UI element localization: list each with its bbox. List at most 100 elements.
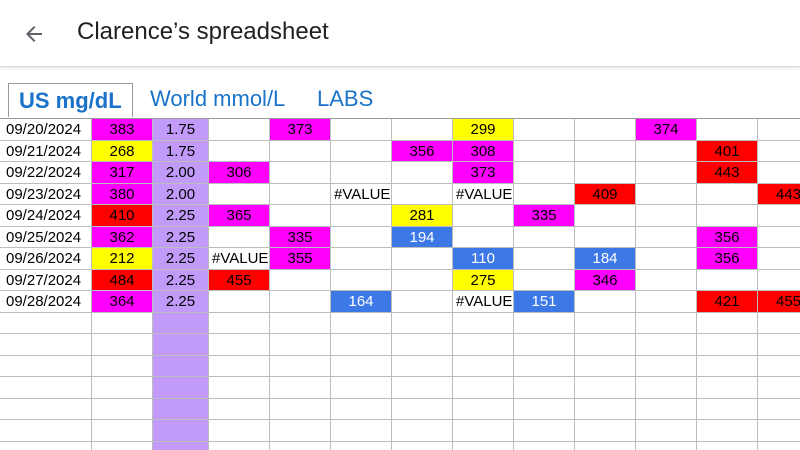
value-cell[interactable]: 421: [697, 291, 758, 313]
value-cell[interactable]: [636, 184, 697, 206]
value-cell[interactable]: [575, 205, 636, 227]
value-cell[interactable]: [331, 141, 392, 163]
value-cell[interactable]: [514, 248, 575, 270]
empty-cell[interactable]: [575, 334, 636, 356]
date-cell[interactable]: 09/20/2024: [0, 119, 92, 141]
value-cell[interactable]: 212: [92, 248, 153, 270]
empty-cell[interactable]: [92, 420, 153, 442]
empty-cell[interactable]: [453, 420, 514, 442]
value-cell[interactable]: [758, 162, 800, 184]
value-cell[interactable]: 364: [92, 291, 153, 313]
empty-cell[interactable]: [575, 313, 636, 335]
empty-cell[interactable]: [331, 356, 392, 378]
empty-cell[interactable]: [697, 399, 758, 421]
value-cell[interactable]: [392, 184, 453, 206]
value-cell[interactable]: 2.25: [153, 291, 209, 313]
value-cell[interactable]: [331, 162, 392, 184]
empty-cell[interactable]: [758, 313, 800, 335]
value-cell[interactable]: 2.00: [153, 184, 209, 206]
value-cell[interactable]: [758, 270, 800, 292]
value-cell[interactable]: [697, 205, 758, 227]
empty-cell[interactable]: [331, 334, 392, 356]
value-cell[interactable]: 306: [209, 162, 270, 184]
value-cell[interactable]: [636, 227, 697, 249]
empty-cell[interactable]: [514, 313, 575, 335]
date-cell[interactable]: 09/27/2024: [0, 270, 92, 292]
date-cell[interactable]: 09/26/2024: [0, 248, 92, 270]
empty-cell[interactable]: [209, 313, 270, 335]
value-cell[interactable]: [514, 119, 575, 141]
value-cell[interactable]: 374: [636, 119, 697, 141]
empty-cell[interactable]: [758, 377, 800, 399]
empty-cell[interactable]: [153, 334, 209, 356]
empty-cell[interactable]: [153, 313, 209, 335]
value-cell[interactable]: [697, 119, 758, 141]
value-cell[interactable]: [758, 248, 800, 270]
value-cell[interactable]: 409: [575, 184, 636, 206]
value-cell[interactable]: [453, 205, 514, 227]
empty-cell[interactable]: [514, 399, 575, 421]
empty-cell[interactable]: [209, 399, 270, 421]
value-cell[interactable]: 401: [697, 141, 758, 163]
value-cell[interactable]: [697, 270, 758, 292]
value-cell[interactable]: [636, 270, 697, 292]
value-cell[interactable]: 2.25: [153, 248, 209, 270]
empty-cell[interactable]: [636, 377, 697, 399]
value-cell[interactable]: 151: [514, 291, 575, 313]
value-cell[interactable]: [209, 119, 270, 141]
value-cell[interactable]: [453, 227, 514, 249]
empty-cell[interactable]: [697, 334, 758, 356]
value-cell[interactable]: #VALUE: [453, 291, 514, 313]
date-cell[interactable]: 09/25/2024: [0, 227, 92, 249]
value-cell[interactable]: 356: [697, 227, 758, 249]
value-cell[interactable]: [636, 162, 697, 184]
empty-cell[interactable]: [392, 399, 453, 421]
empty-cell[interactable]: [392, 420, 453, 442]
value-cell[interactable]: 110: [453, 248, 514, 270]
empty-cell[interactable]: [575, 356, 636, 378]
value-cell[interactable]: [575, 291, 636, 313]
value-cell[interactable]: #VALUE: [331, 184, 392, 206]
value-cell[interactable]: 356: [697, 248, 758, 270]
value-cell[interactable]: [514, 270, 575, 292]
value-cell[interactable]: [575, 162, 636, 184]
empty-cell[interactable]: [758, 334, 800, 356]
value-cell[interactable]: 335: [514, 205, 575, 227]
value-cell[interactable]: 380: [92, 184, 153, 206]
empty-cell[interactable]: [453, 356, 514, 378]
empty-cell[interactable]: [453, 399, 514, 421]
value-cell[interactable]: 164: [331, 291, 392, 313]
value-cell[interactable]: 1.75: [153, 119, 209, 141]
value-cell[interactable]: [636, 205, 697, 227]
empty-cell[interactable]: [697, 313, 758, 335]
empty-cell[interactable]: [758, 420, 800, 442]
value-cell[interactable]: 335: [270, 227, 331, 249]
value-cell[interactable]: [575, 227, 636, 249]
tab-us-mg-dl[interactable]: US mg/dL: [8, 83, 133, 117]
value-cell[interactable]: 362: [92, 227, 153, 249]
value-cell[interactable]: 2.25: [153, 227, 209, 249]
empty-cell[interactable]: [0, 356, 92, 378]
value-cell[interactable]: 194: [392, 227, 453, 249]
value-cell[interactable]: 2.25: [153, 205, 209, 227]
empty-cell[interactable]: [92, 399, 153, 421]
empty-cell[interactable]: [0, 313, 92, 335]
value-cell[interactable]: [636, 291, 697, 313]
empty-cell[interactable]: [697, 356, 758, 378]
value-cell[interactable]: [209, 141, 270, 163]
empty-cell[interactable]: [0, 334, 92, 356]
value-cell[interactable]: 317: [92, 162, 153, 184]
empty-cell[interactable]: [514, 356, 575, 378]
empty-cell[interactable]: [331, 313, 392, 335]
value-cell[interactable]: 443: [758, 184, 800, 206]
value-cell[interactable]: [514, 184, 575, 206]
empty-cell[interactable]: [270, 377, 331, 399]
empty-cell[interactable]: [453, 313, 514, 335]
value-cell[interactable]: [209, 184, 270, 206]
value-cell[interactable]: 346: [575, 270, 636, 292]
empty-cell[interactable]: [514, 420, 575, 442]
value-cell[interactable]: 484: [92, 270, 153, 292]
value-cell[interactable]: 308: [453, 141, 514, 163]
value-cell[interactable]: 268: [92, 141, 153, 163]
value-cell[interactable]: [209, 291, 270, 313]
